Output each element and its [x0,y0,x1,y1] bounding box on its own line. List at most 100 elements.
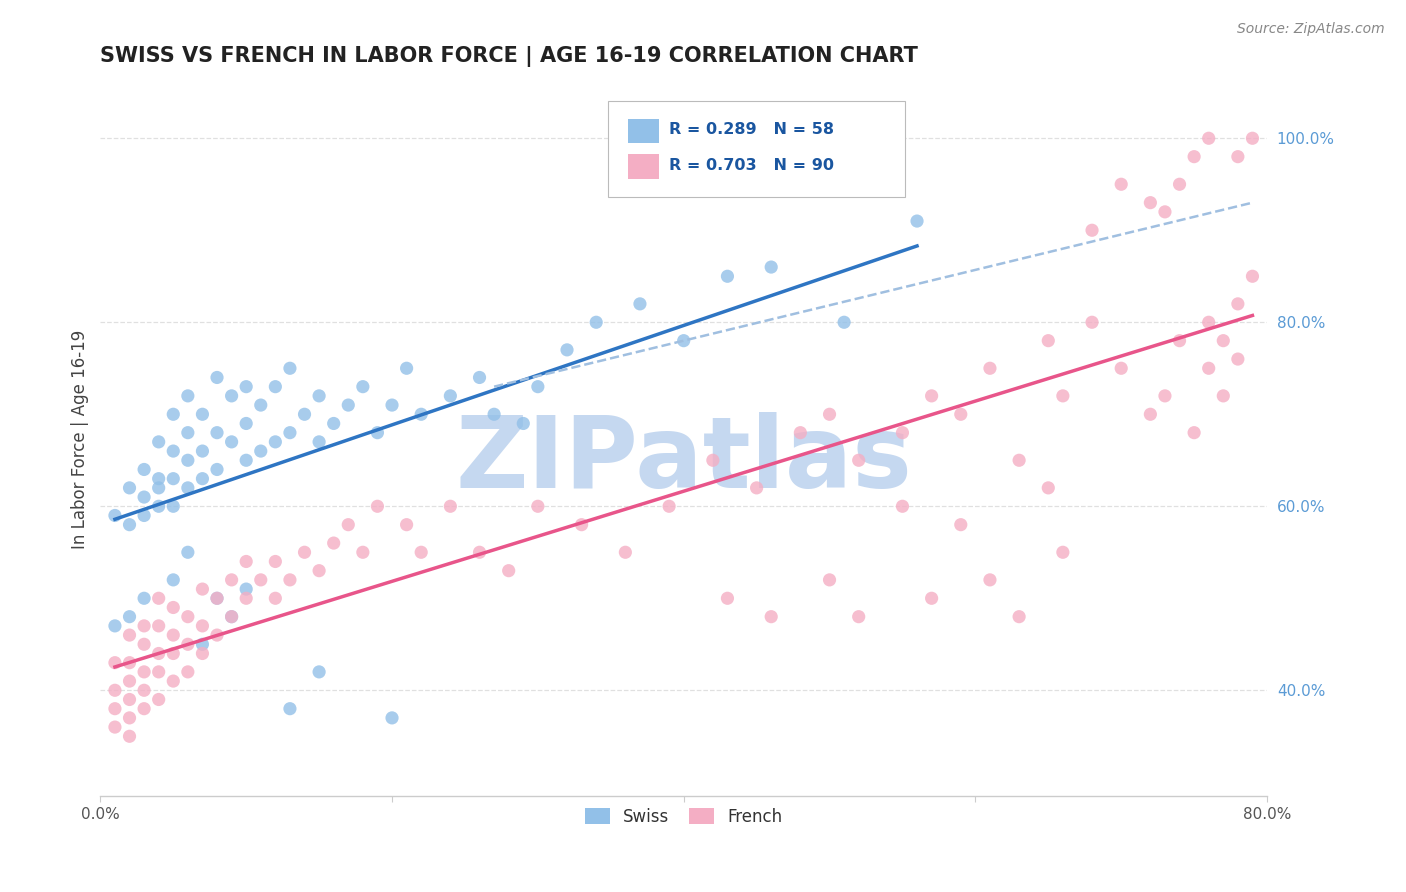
Text: R = 0.703   N = 90: R = 0.703 N = 90 [668,158,834,172]
Swiss [381,711,404,725]
Swiss [235,582,257,596]
Swiss [148,472,170,486]
French [818,573,841,587]
French [366,500,388,514]
Swiss [177,545,200,559]
Y-axis label: In Labor Force | Age 16-19: In Labor Force | Age 16-19 [72,330,89,549]
French [177,609,200,624]
Swiss [761,260,783,274]
French [411,545,433,559]
French [148,692,170,706]
French [745,481,768,495]
French [132,637,155,651]
French [352,545,374,559]
Swiss [132,462,155,476]
Swiss [205,591,228,606]
Swiss [395,361,418,376]
FancyBboxPatch shape [627,119,659,143]
French [949,407,972,421]
French [148,665,170,679]
French [468,545,491,559]
Swiss [221,609,243,624]
Swiss [118,609,141,624]
French [132,665,155,679]
French [191,619,214,633]
French [162,628,184,642]
French [308,564,330,578]
French [1226,297,1249,311]
French [1168,178,1191,192]
French [177,665,200,679]
French [1241,269,1264,284]
French [221,573,243,587]
Text: SWISS VS FRENCH IN LABOR FORCE | AGE 16-19 CORRELATION CHART: SWISS VS FRENCH IN LABOR FORCE | AGE 16-… [100,46,918,67]
Swiss [191,407,214,421]
Swiss [104,619,127,633]
French [191,647,214,661]
Swiss [162,573,184,587]
French [104,656,127,670]
Swiss [322,417,344,431]
Swiss [132,508,155,523]
Swiss [132,591,155,606]
French [702,453,724,467]
French [221,609,243,624]
French [162,600,184,615]
Swiss [205,425,228,440]
French [921,389,943,403]
Swiss [264,379,287,393]
French [132,683,155,698]
French [177,637,200,651]
Swiss [191,637,214,651]
Swiss [132,490,155,504]
French [789,425,811,440]
French [716,591,738,606]
French [1038,334,1060,348]
Swiss [148,500,170,514]
French [162,674,184,689]
Swiss [512,417,534,431]
French [1198,131,1220,145]
Swiss [177,425,200,440]
Swiss [482,407,505,421]
French [1154,205,1177,219]
Swiss [381,398,404,412]
Swiss [411,407,433,421]
Swiss [905,214,928,228]
FancyBboxPatch shape [607,101,905,197]
French [891,500,914,514]
Swiss [308,665,330,679]
French [118,628,141,642]
French [1008,453,1031,467]
French [118,711,141,725]
Swiss [308,389,330,403]
French [818,407,841,421]
French [249,573,271,587]
French [1226,150,1249,164]
French [104,683,127,698]
Swiss [177,389,200,403]
Swiss [205,370,228,384]
French [132,619,155,633]
French [118,656,141,670]
French [614,545,637,559]
French [1182,425,1205,440]
French [1168,334,1191,348]
French [395,517,418,532]
French [1139,195,1161,210]
Swiss [104,508,127,523]
Swiss [118,517,141,532]
French [1198,315,1220,329]
Swiss [585,315,607,329]
Swiss [162,472,184,486]
Text: Source: ZipAtlas.com: Source: ZipAtlas.com [1237,22,1385,37]
French [1198,361,1220,376]
Swiss [235,417,257,431]
French [1081,315,1104,329]
Swiss [148,434,170,449]
French [278,573,301,587]
Swiss [249,444,271,458]
French [132,701,155,715]
Swiss [221,389,243,403]
Swiss [308,434,330,449]
